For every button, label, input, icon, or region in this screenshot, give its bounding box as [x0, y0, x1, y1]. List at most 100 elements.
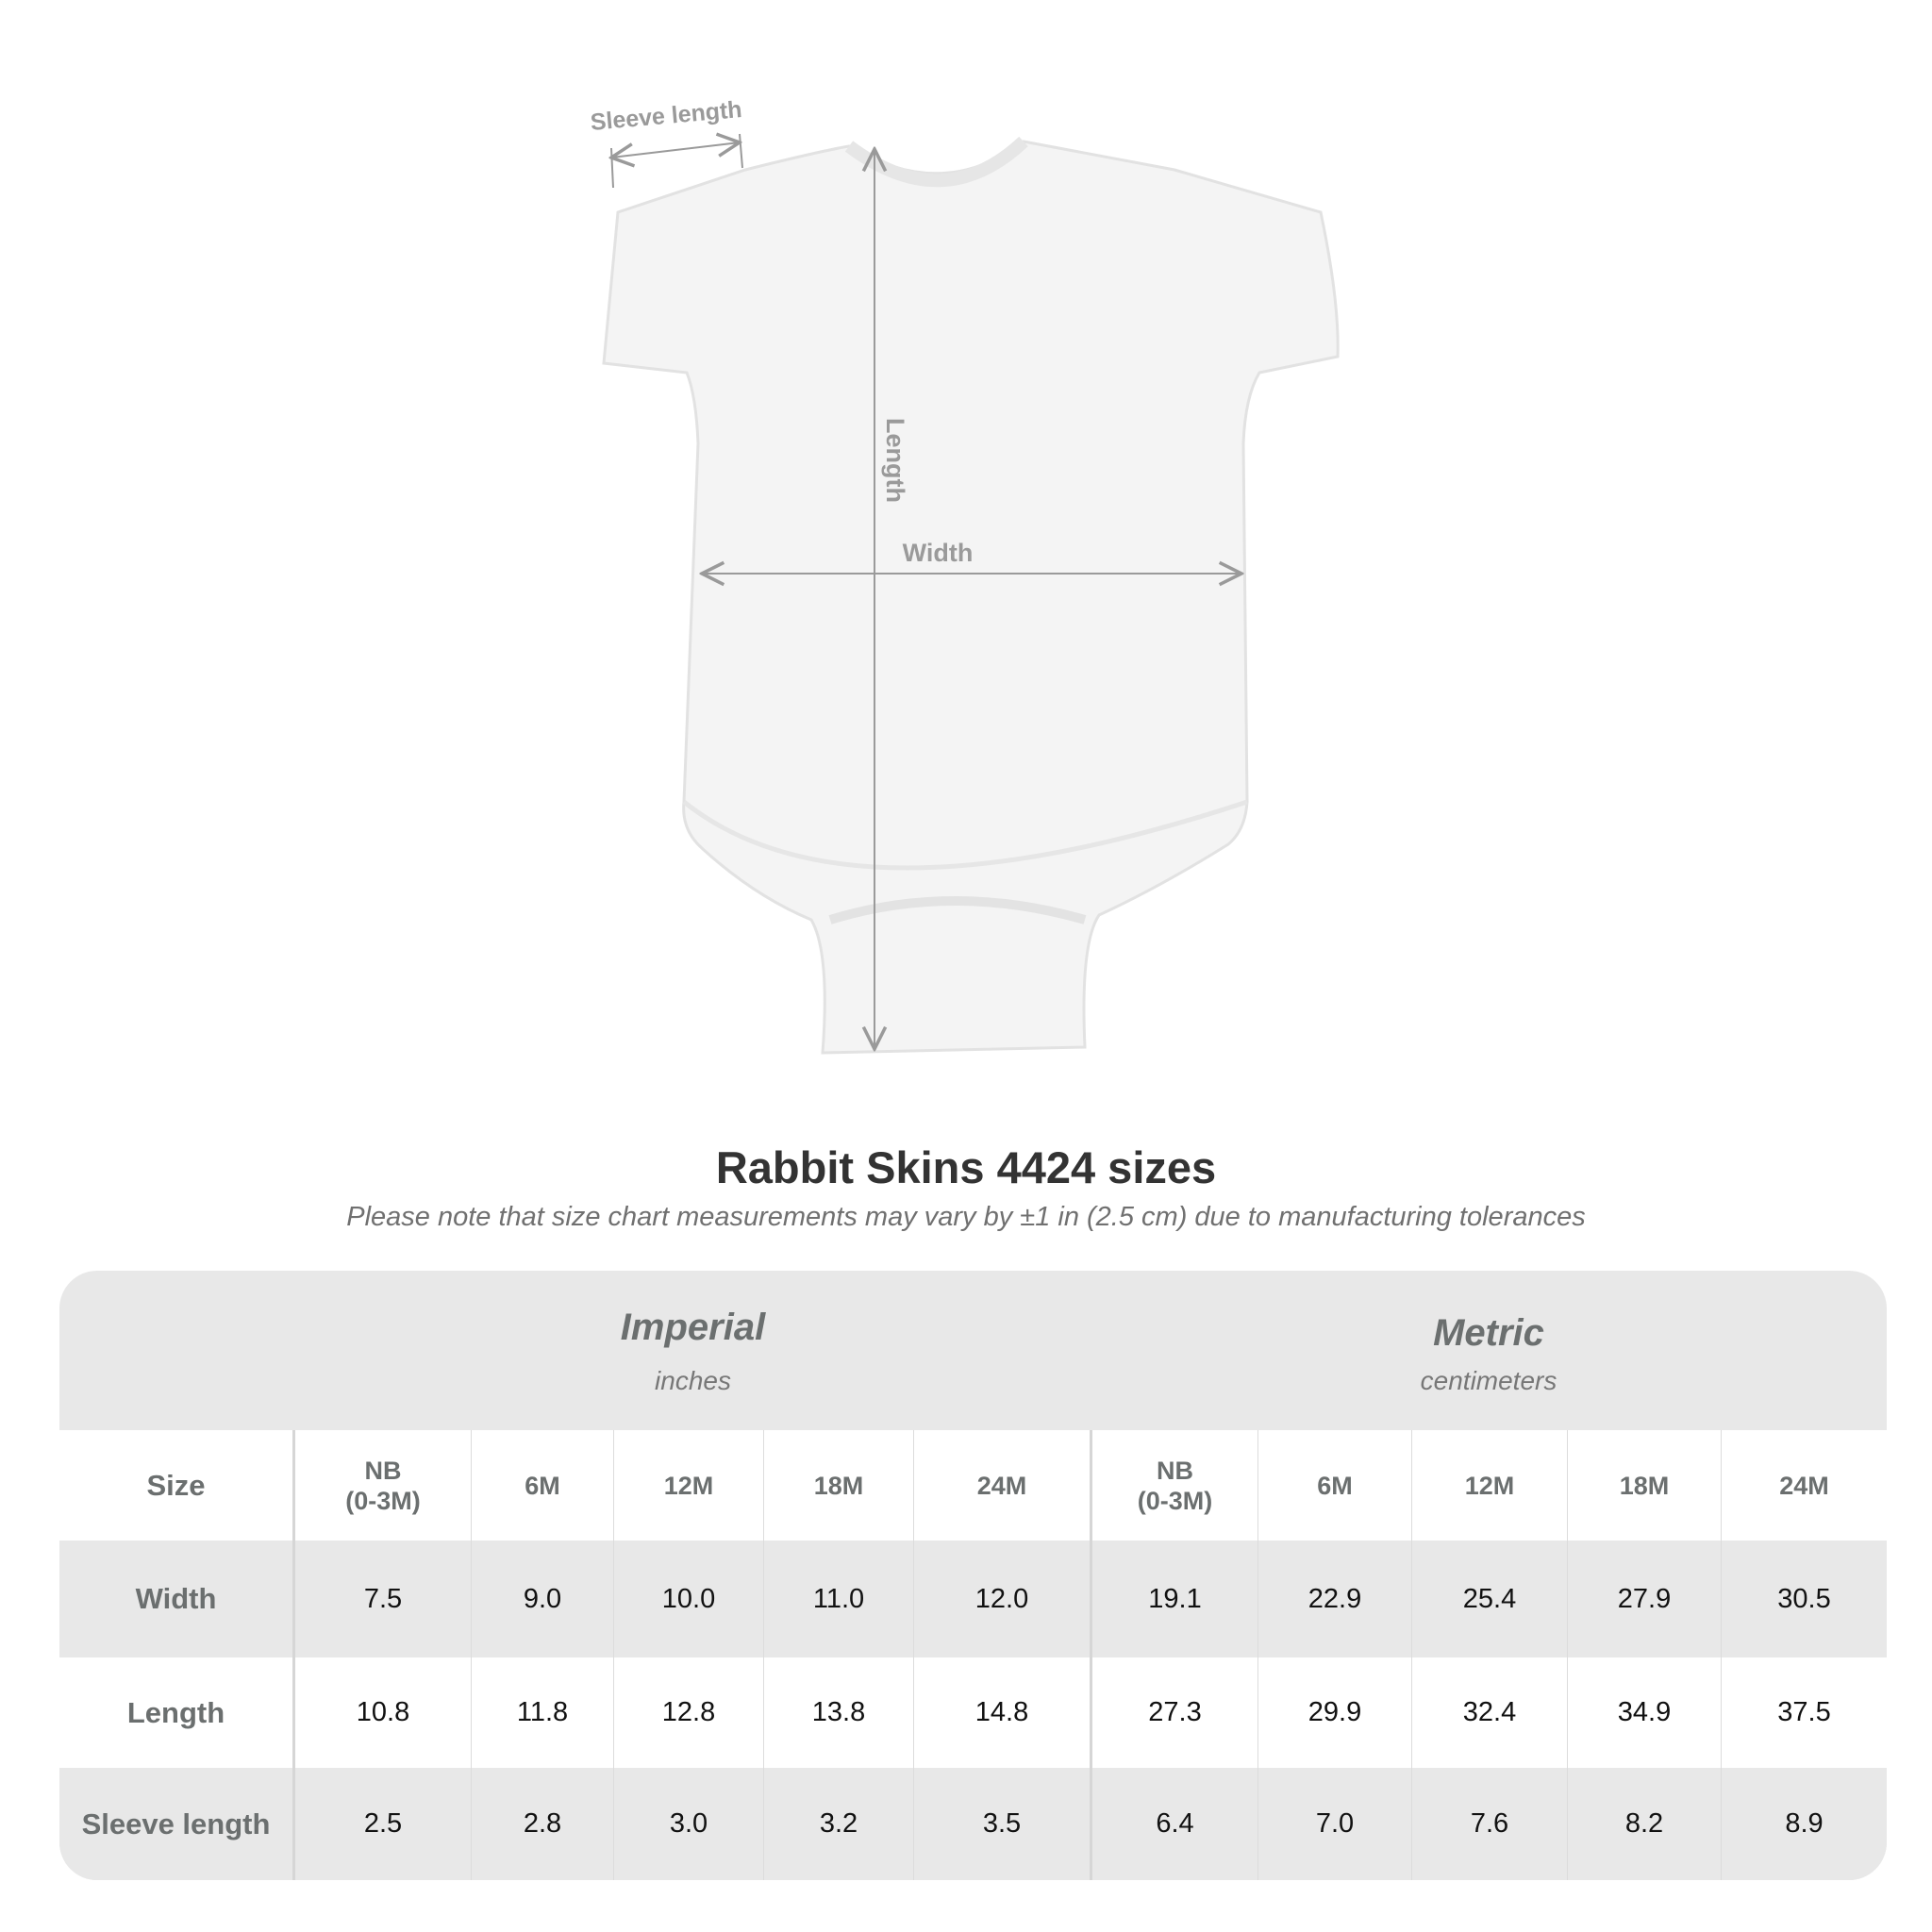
- measurement-value: 30.5: [1777, 1583, 1831, 1614]
- size-header: 24M: [913, 1430, 1090, 1541]
- size-name: 24M: [976, 1471, 1027, 1500]
- measurement-cell: 3.2: [763, 1768, 913, 1880]
- measurement-cell: 27.9: [1567, 1541, 1721, 1657]
- measurement-value: 29.9: [1307, 1697, 1362, 1727]
- measurement-cell: 2.5: [292, 1768, 471, 1880]
- width-label: Width: [903, 539, 974, 567]
- measurement-value: 7.0: [1315, 1808, 1355, 1839]
- size-header-row: Size NB (0-3M) 6M 12M 18M 24M NB (0-3M) 6M 12M 18…: [59, 1430, 1887, 1541]
- length-label: Length: [881, 418, 909, 503]
- measurement-cell: 11.8: [471, 1657, 613, 1768]
- measurement-value: 27.9: [1617, 1583, 1672, 1614]
- measurement-value: 12.8: [661, 1697, 716, 1727]
- measurement-cell: 10.0: [613, 1541, 763, 1657]
- measurement-value: 19.1: [1148, 1583, 1202, 1614]
- measurement-cell: 10.8: [292, 1657, 471, 1768]
- measurement-value: 7.6: [1470, 1808, 1509, 1839]
- imperial-label: Imperial: [620, 1307, 766, 1348]
- size-header: 12M: [613, 1430, 763, 1541]
- imperial-unit: inches: [655, 1366, 731, 1395]
- measurement-value: 11.8: [516, 1697, 569, 1727]
- metric-unit: centimeters: [1420, 1366, 1557, 1395]
- measurement-value: 32.4: [1462, 1697, 1517, 1727]
- measurement-value: 8.9: [1785, 1808, 1824, 1839]
- measurement-value: 2.8: [523, 1808, 562, 1839]
- row-label-text: Size: [146, 1468, 206, 1502]
- size-name: 6M: [525, 1471, 560, 1500]
- size-name: NB (0-3M): [345, 1456, 421, 1515]
- measurement-value: 3.2: [819, 1808, 858, 1839]
- imperial-header: Imperial inches: [295, 1271, 1091, 1430]
- measurement-value: 7.5: [363, 1583, 403, 1614]
- measurement-cell: 32.4: [1411, 1657, 1567, 1768]
- measurement-value: 6.4: [1156, 1808, 1194, 1839]
- measurement-cell: 2.8: [471, 1768, 613, 1880]
- measurement-cell: 13.8: [763, 1657, 913, 1768]
- size-name: 18M: [1619, 1471, 1670, 1500]
- size-name: 24M: [1779, 1471, 1829, 1500]
- row-label: Sleeve length: [59, 1768, 292, 1880]
- measurement-cell: 22.9: [1257, 1541, 1411, 1657]
- size-header: NB (0-3M): [1090, 1430, 1257, 1541]
- measurement-value: 10.8: [356, 1697, 410, 1727]
- size-header: 6M: [471, 1430, 613, 1541]
- measurement-value: 27.3: [1148, 1697, 1202, 1727]
- sleeve-length-label: Sleeve length: [590, 96, 743, 136]
- measurement-cell: 6.4: [1090, 1768, 1257, 1880]
- measurement-cell: 34.9: [1567, 1657, 1721, 1768]
- table-row: Length 10.8 11.8 12.8 13.8 14.8 27.3 29.9 32.4 34…: [59, 1657, 1887, 1768]
- measurement-value: 9.0: [523, 1583, 562, 1614]
- tolerance-note: Please note that size chart measurements…: [346, 1202, 1586, 1232]
- size-name: 12M: [663, 1471, 714, 1500]
- onesie-diagram: Sleeve length Length Width: [590, 96, 1340, 1055]
- metric-label: Metric: [1433, 1312, 1544, 1354]
- measurement-value: 13.8: [811, 1697, 866, 1727]
- measurement-cell: 29.9: [1257, 1657, 1411, 1768]
- size-name: 12M: [1464, 1471, 1515, 1500]
- measurement-cell: 8.9: [1721, 1768, 1887, 1880]
- row-label-text: Width: [135, 1582, 217, 1615]
- measurement-cell: 7.6: [1411, 1768, 1567, 1880]
- row-label: Length: [59, 1657, 292, 1768]
- measurement-value: 25.4: [1462, 1583, 1517, 1614]
- row-label-text: Sleeve length: [81, 1807, 271, 1840]
- size-header: 24M: [1721, 1430, 1887, 1541]
- onesie-body: [602, 140, 1340, 1055]
- measurement-cell: 25.4: [1411, 1541, 1567, 1657]
- measurement-value: 14.8: [974, 1697, 1029, 1727]
- measurement-cell: 11.0: [763, 1541, 913, 1657]
- measurement-value: 3.5: [982, 1808, 1022, 1839]
- measurement-value: 10.0: [661, 1583, 716, 1614]
- chart-title: Rabbit Skins 4424 sizes: [715, 1142, 1217, 1192]
- sleeve-arrow: [611, 142, 740, 158]
- size-name: 18M: [813, 1471, 864, 1500]
- measurement-cell: 3.0: [613, 1768, 763, 1880]
- row-label-text: Length: [126, 1695, 225, 1729]
- size-header: 18M: [763, 1430, 913, 1541]
- measurement-value: 12.0: [974, 1583, 1029, 1614]
- measurement-cell: 27.3: [1090, 1657, 1257, 1768]
- measurement-cell: 12.8: [613, 1657, 763, 1768]
- measurement-cell: 19.1: [1090, 1541, 1257, 1657]
- measurement-value: 22.9: [1307, 1583, 1362, 1614]
- size-header: 6M: [1257, 1430, 1411, 1541]
- measurement-value: 37.5: [1777, 1697, 1831, 1727]
- measurement-value: 11.0: [812, 1583, 865, 1614]
- size-name: 6M: [1317, 1471, 1353, 1500]
- size-header: 12M: [1411, 1430, 1567, 1541]
- measurement-cell: 8.2: [1567, 1768, 1721, 1880]
- measurement-cell: 7.5: [292, 1541, 471, 1657]
- measurement-cell: 12.0: [913, 1541, 1090, 1657]
- row-label: Width: [59, 1541, 292, 1657]
- table-row: Width 7.5 9.0 10.0 11.0 12.0 19.1 22.9 25.4 27.9 3…: [59, 1541, 1887, 1657]
- measurement-cell: 30.5: [1721, 1541, 1887, 1657]
- size-table: Imperial inches Metric centimeters Size N…: [59, 1271, 1887, 1880]
- measurement-value: 8.2: [1624, 1808, 1664, 1839]
- measurement-cell: 3.5: [913, 1768, 1090, 1880]
- size-header: NB (0-3M): [292, 1430, 471, 1541]
- measurement-cell: 14.8: [913, 1657, 1090, 1768]
- measurement-value: 34.9: [1617, 1697, 1672, 1727]
- measurement-value: 2.5: [363, 1808, 403, 1839]
- measurement-cell: 9.0: [471, 1541, 613, 1657]
- measurement-cell: 7.0: [1257, 1768, 1411, 1880]
